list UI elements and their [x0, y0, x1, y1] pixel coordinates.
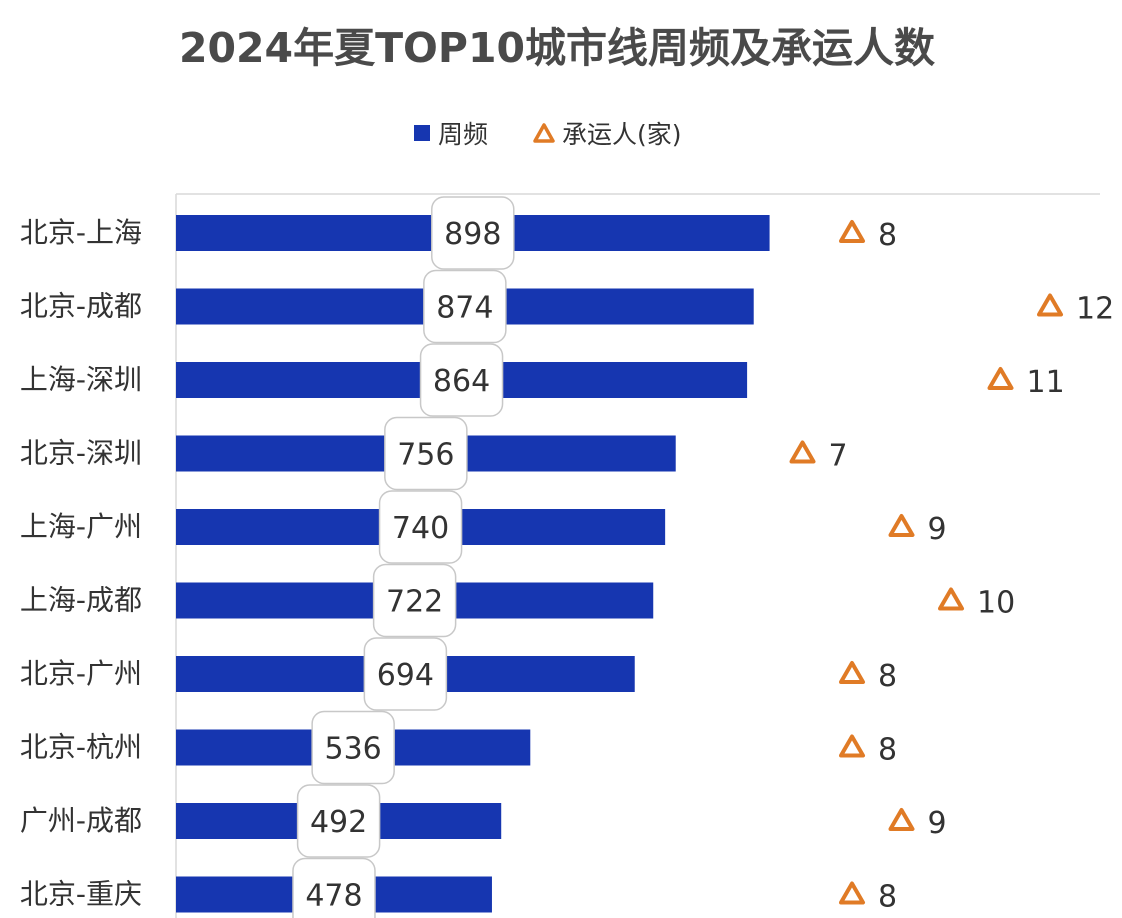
data-label-box — [378, 490, 463, 564]
data-label-box — [423, 269, 507, 344]
carrier-value-label: 11 — [1027, 365, 1065, 400]
category-label: 北京-重庆 — [20, 878, 142, 911]
carrier-value-label: 8 — [878, 733, 897, 768]
carrier-triangle-marker — [839, 734, 865, 758]
data-label-box — [419, 343, 504, 417]
carrier-value-label: 7 — [829, 439, 848, 474]
bar-value-label: 722 — [386, 585, 443, 620]
chart-title: 2024年夏TOP10城市线周频及承运人数 — [179, 24, 935, 72]
data-label-box — [296, 784, 381, 858]
carrier-triangle-marker — [839, 220, 865, 243]
carrier-triangle-marker — [938, 587, 964, 611]
carrier-triangle-marker — [789, 440, 816, 464]
carrier-value-label: 10 — [977, 586, 1015, 621]
category-label: 北京-上海 — [20, 216, 142, 249]
carrier-triangle-marker — [1037, 293, 1063, 317]
data-label-box — [292, 857, 376, 918]
carrier-value-label: 8 — [878, 880, 897, 915]
carrier-triangle-marker — [839, 881, 865, 905]
carrier-value-label: 9 — [928, 512, 947, 547]
carrier-triangle-marker — [888, 514, 915, 537]
carrier-triangle-marker — [839, 661, 865, 684]
carrier-value-label: 9 — [928, 806, 947, 841]
bar-value-label: 898 — [444, 217, 501, 252]
bar-value-label: 536 — [325, 732, 382, 767]
legend-swatch-bar — [414, 125, 430, 141]
category-label: 北京-杭州 — [20, 731, 142, 764]
legend-label-bar: 周频 — [438, 120, 488, 149]
carrier-value-label: 12 — [1076, 292, 1114, 327]
bar-value-label: 864 — [433, 364, 490, 399]
data-label-box — [372, 563, 457, 638]
carrier-value-label: 8 — [878, 218, 897, 253]
category-label: 上海-广州 — [20, 510, 142, 543]
legend: 周频 承运人(家) — [414, 120, 682, 149]
data-label-box — [311, 710, 395, 785]
bar-value-label: 492 — [310, 805, 367, 840]
legend-marker-triangle — [533, 123, 555, 143]
data-label-box — [384, 416, 468, 491]
bar-value-label: 694 — [377, 658, 434, 693]
category-label: 北京-成都 — [20, 290, 142, 323]
bar-value-label: 740 — [392, 511, 449, 546]
category-label: 上海-成都 — [20, 584, 142, 617]
bar-value-label: 478 — [305, 879, 362, 914]
category-label: 广州-成都 — [20, 804, 142, 837]
legend-label-triangle: 承运人(家) — [562, 120, 682, 149]
bar-value-label: 756 — [397, 438, 454, 473]
data-label-box — [431, 196, 515, 270]
category-label: 北京-广州 — [20, 657, 142, 690]
carrier-triangle-marker — [987, 367, 1014, 390]
data-label-box — [363, 637, 448, 711]
category-label: 北京-深圳 — [20, 437, 142, 470]
carrier-value-label: 8 — [878, 659, 897, 694]
category-label: 上海-深圳 — [20, 363, 142, 396]
carrier-triangle-marker — [888, 808, 915, 831]
bar-value-label: 874 — [436, 291, 493, 326]
